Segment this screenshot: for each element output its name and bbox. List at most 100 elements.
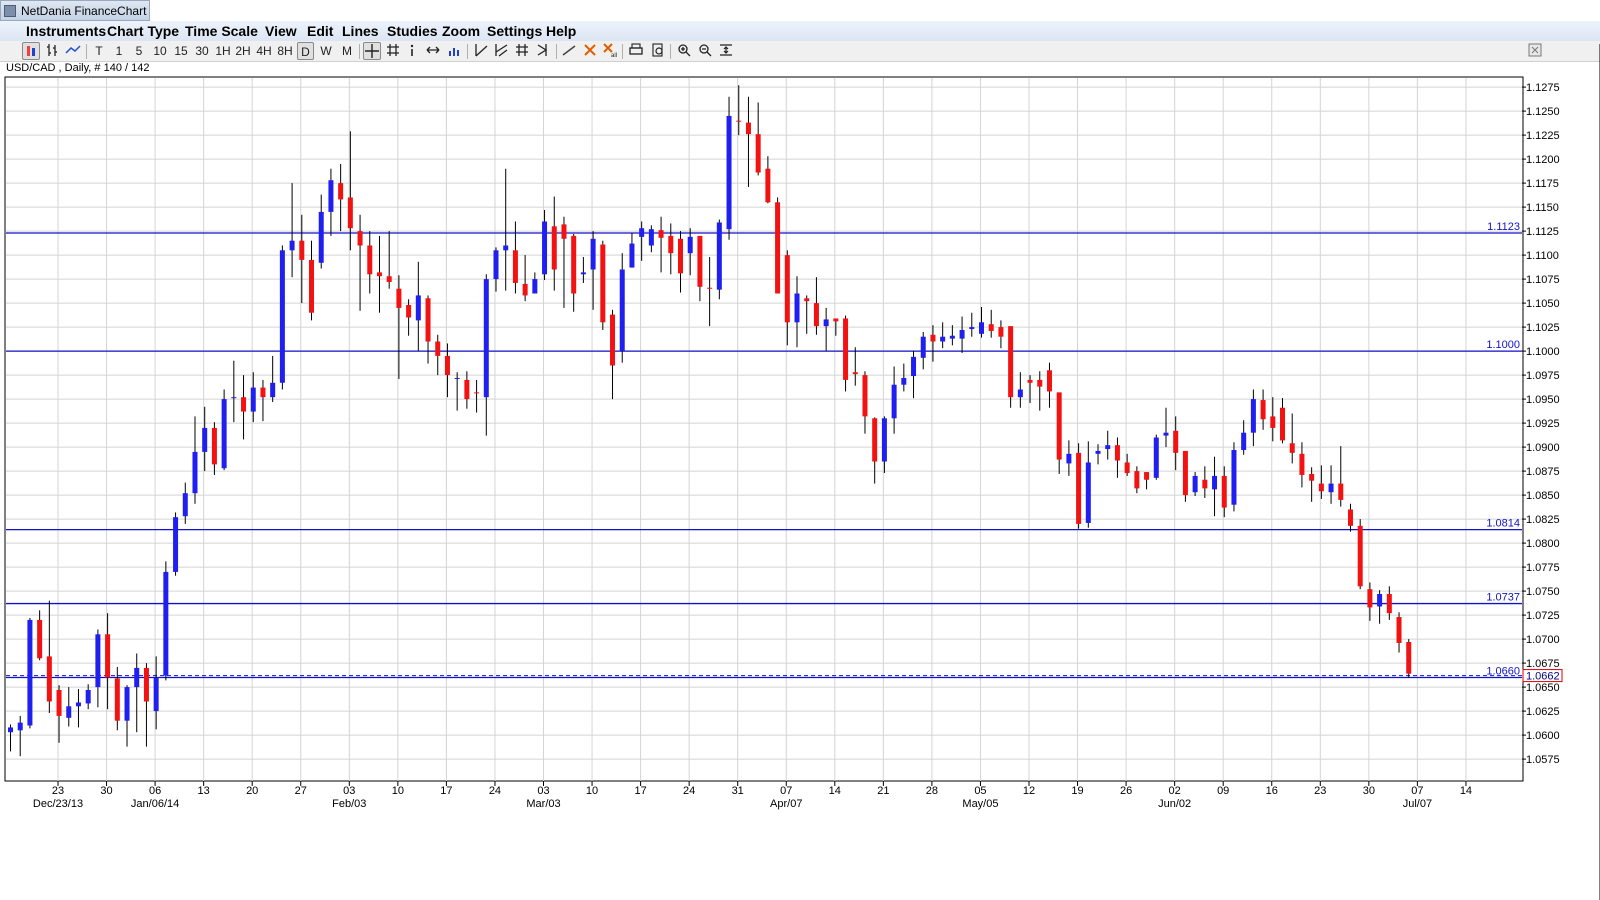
x-tick-label: 27 xyxy=(295,785,307,797)
timeframe-4h[interactable]: 4H xyxy=(256,44,272,58)
timeframe-tick[interactable]: T xyxy=(95,44,103,58)
x-month-label: Mar/03 xyxy=(526,798,560,810)
candle-body xyxy=(862,375,868,417)
timeframe-daily[interactable]: D xyxy=(297,42,314,60)
candle-body xyxy=(37,619,43,659)
timeframe-10m[interactable]: 10 xyxy=(153,44,167,58)
candle-body xyxy=(66,706,72,718)
candle-body xyxy=(1221,475,1227,508)
menu-edit[interactable]: Edit xyxy=(307,23,334,39)
channel-icon[interactable] xyxy=(492,42,510,60)
timeframe-30m[interactable]: 30 xyxy=(195,44,209,58)
x-tick-label: 17 xyxy=(634,785,646,797)
y-tick-label: 1.1175 xyxy=(1526,178,1559,190)
plot-frame xyxy=(4,76,1524,782)
candle-body xyxy=(27,619,33,726)
candle-body xyxy=(367,245,373,275)
candle-body xyxy=(1046,370,1052,392)
candle-body xyxy=(1105,445,1111,450)
bar-chart-icon[interactable] xyxy=(43,42,61,60)
menu-view[interactable]: View xyxy=(265,23,297,39)
timeframe-15m[interactable]: 15 xyxy=(174,44,188,58)
draw-line-icon[interactable] xyxy=(560,42,578,60)
menu-instruments[interactable]: Instruments xyxy=(26,23,107,39)
x-tick-label: 20 xyxy=(246,785,258,797)
menu-lines[interactable]: Lines xyxy=(342,23,379,39)
candle-body xyxy=(289,240,295,251)
candle-body xyxy=(17,722,23,731)
candle-body xyxy=(600,244,606,323)
candle-body xyxy=(687,236,693,254)
x-tick-label: 30 xyxy=(1363,785,1375,797)
candle-body xyxy=(969,327,975,330)
level-label: 1.1123 xyxy=(1487,221,1520,233)
candle-body xyxy=(911,356,917,377)
menu-help[interactable]: Help xyxy=(546,23,577,39)
candle-body xyxy=(590,238,596,270)
x-tick-label: 02 xyxy=(1169,785,1181,797)
candlestick-chart-icon[interactable] xyxy=(22,42,40,60)
timeframe-weekly[interactable]: W xyxy=(320,44,332,58)
timeframe-1m[interactable]: 1 xyxy=(115,44,123,58)
menu-chart-type[interactable]: Chart Type xyxy=(107,23,180,39)
menu-time-scale[interactable]: Time Scale xyxy=(185,23,258,39)
y-tick-label: 1.1100 xyxy=(1526,250,1559,262)
y-tick-label: 1.0625 xyxy=(1526,706,1560,718)
info-icon[interactable] xyxy=(405,42,419,60)
volume-icon[interactable] xyxy=(446,42,464,60)
candle-body xyxy=(1347,509,1353,526)
timeframe-1h[interactable]: 1H xyxy=(215,44,231,58)
candle-body xyxy=(309,259,315,313)
candle-body xyxy=(1328,483,1334,493)
candle-body xyxy=(1299,453,1305,475)
toolbar: T 1 5 10 15 30 1H 2H 4H 8H D W M all xyxy=(0,41,1600,62)
timeframe-8h[interactable]: 8H xyxy=(277,44,293,58)
timeframe-monthly[interactable]: M xyxy=(342,44,352,58)
cycle-lines-icon[interactable] xyxy=(534,42,552,60)
svg-text:all: all xyxy=(611,53,617,58)
menu-zoom[interactable]: Zoom xyxy=(442,23,481,39)
menu-studies[interactable]: Studies xyxy=(387,23,438,39)
fit-to-screen-icon[interactable] xyxy=(717,42,735,60)
zoom-in-icon[interactable] xyxy=(675,42,693,60)
line-chart-icon[interactable] xyxy=(63,42,83,60)
candle-body xyxy=(1037,379,1043,387)
timeframe-5m[interactable]: 5 xyxy=(135,44,143,58)
candle-body xyxy=(843,318,849,380)
candle-body xyxy=(561,224,567,239)
grid-icon[interactable] xyxy=(384,42,402,60)
zoom-out-icon[interactable] xyxy=(696,42,714,60)
x-tick-label: 03 xyxy=(343,785,355,797)
menu-settings[interactable]: Settings xyxy=(487,23,543,39)
crosshair-icon[interactable] xyxy=(363,42,381,60)
candle-body xyxy=(959,329,965,339)
trendline-icon[interactable] xyxy=(472,42,490,60)
delete-line-icon[interactable] xyxy=(581,42,599,60)
x-month-label: Dec/23/13 xyxy=(33,798,83,810)
candle-body xyxy=(648,229,654,246)
candle-body xyxy=(415,295,421,321)
y-tick-label: 1.0700 xyxy=(1526,634,1560,646)
y-tick-label: 1.0650 xyxy=(1526,682,1560,694)
candle-body xyxy=(658,230,664,238)
candle-body xyxy=(163,571,169,676)
candle-body xyxy=(940,336,946,342)
scroll-horizontal-icon[interactable] xyxy=(424,42,442,60)
print-icon[interactable] xyxy=(627,42,645,60)
candle-body xyxy=(833,318,839,322)
candle-body xyxy=(1114,445,1120,461)
print-preview-icon[interactable] xyxy=(649,42,667,60)
candle-body xyxy=(376,272,382,277)
timeframe-2h[interactable]: 2H xyxy=(235,44,251,58)
candle-body xyxy=(998,327,1004,337)
candle-body xyxy=(1396,617,1402,643)
candle-body xyxy=(707,287,713,289)
delete-all-icon[interactable]: all xyxy=(601,42,619,60)
x-tick-label: 16 xyxy=(1266,785,1278,797)
candle-body xyxy=(1173,430,1179,453)
candle-body xyxy=(551,226,557,270)
fibonacci-icon[interactable] xyxy=(513,42,531,60)
restore-window-icon[interactable] xyxy=(1526,42,1544,60)
candle-body xyxy=(1124,462,1130,474)
